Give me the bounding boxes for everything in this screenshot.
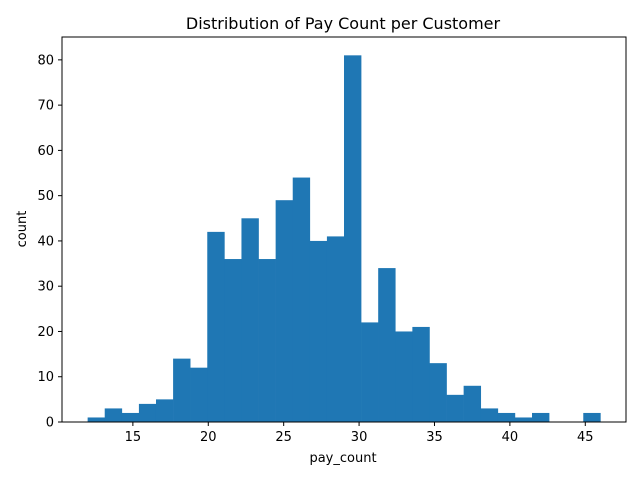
y-axis-label: count (15, 211, 30, 248)
histogram-bar (309, 240, 328, 422)
histogram-bar (104, 408, 123, 422)
histogram-bar (275, 200, 294, 422)
histogram-bar (190, 367, 208, 422)
x-tick-label: 45 (577, 430, 594, 445)
histogram-bar (480, 408, 499, 422)
histogram-bar (258, 259, 276, 422)
histogram-bar (497, 412, 516, 422)
x-tick-label: 20 (200, 430, 217, 445)
histogram-bar (241, 218, 259, 422)
y-tick-label: 10 (37, 370, 54, 385)
x-tick-label: 15 (125, 430, 142, 445)
histogram-bar (429, 363, 447, 422)
x-tick-label: 35 (426, 430, 443, 445)
histogram-bar (378, 268, 396, 422)
plot-frame (61, 36, 627, 423)
bars-group (87, 55, 601, 422)
x-axis-label: pay_count (309, 451, 376, 466)
y-tick-label: 20 (37, 325, 54, 340)
y-tick-label: 0 (46, 416, 54, 431)
x-tick-label: 40 (502, 430, 519, 445)
y-tick-label: 70 (37, 99, 54, 114)
x-tick-label: 25 (275, 430, 292, 445)
histogram-bar (412, 326, 430, 422)
histogram-bar (361, 322, 379, 422)
y-tick-label: 50 (37, 189, 54, 204)
histogram-bar (532, 412, 550, 422)
histogram-bar (121, 412, 140, 422)
histogram-bar (395, 331, 413, 422)
histogram-bar (173, 358, 191, 422)
chart-title: Distribution of Pay Count per Customer (186, 14, 501, 33)
histogram-bar (292, 177, 311, 422)
histogram-bar (224, 259, 242, 422)
histogram-bar (463, 385, 482, 422)
y-tick-label: 60 (37, 144, 54, 159)
histogram-bar (583, 412, 601, 422)
histogram-bar (207, 231, 225, 422)
histogram-bar (514, 417, 533, 422)
histogram-bar (155, 399, 174, 422)
histogram-bar (87, 417, 106, 422)
x-tick-label: 30 (351, 430, 368, 445)
y-tick-label: 40 (37, 234, 54, 249)
histogram-bar (446, 394, 464, 422)
histogram-bar (344, 55, 362, 422)
histogram-bar (138, 403, 157, 422)
y-axis-ticks: 0 10 20 30 40 50 60 70 80 (37, 53, 62, 431)
y-tick-label: 30 (37, 280, 54, 295)
histogram-bar (326, 236, 345, 422)
x-axis-ticks: 15 20 25 30 35 40 45 (125, 422, 594, 445)
y-tick-label: 80 (37, 53, 54, 68)
